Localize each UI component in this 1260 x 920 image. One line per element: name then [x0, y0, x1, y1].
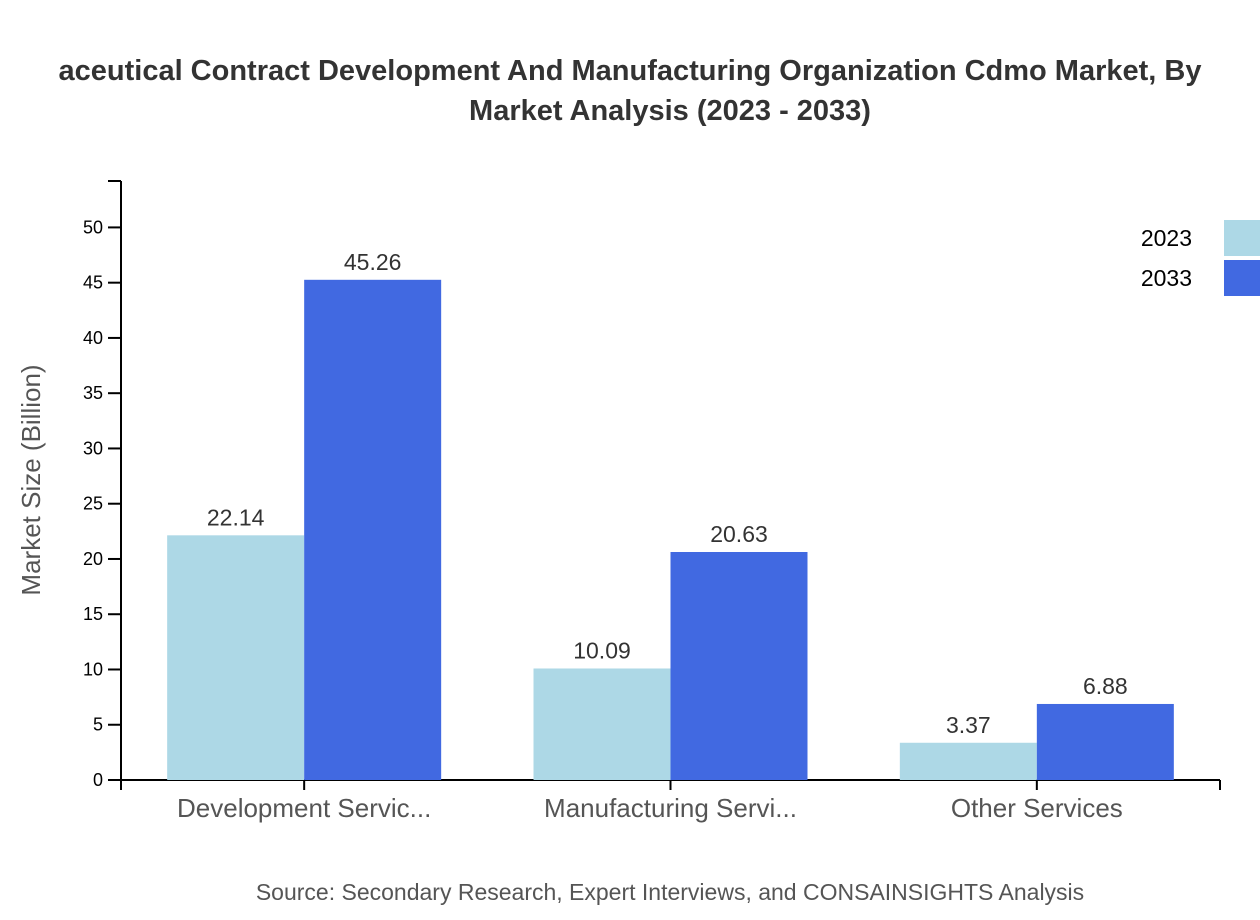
x-tick-label: Development Servic...: [177, 793, 431, 823]
bar-2023: [533, 668, 671, 780]
legend-label: 2023: [1141, 225, 1192, 251]
y-tick-label: 10: [83, 659, 103, 679]
legend-swatch: [1224, 260, 1260, 296]
chart-title-line-1: aceutical Contract Development And Manuf…: [59, 55, 1202, 87]
y-tick-label: 50: [83, 217, 103, 237]
bar-2033: [670, 552, 808, 780]
legend-swatch: [1224, 220, 1260, 256]
data-label: 6.88: [1083, 673, 1128, 699]
bar-2023: [167, 535, 305, 780]
data-label: 3.37: [946, 712, 991, 738]
data-label: 10.09: [573, 637, 631, 663]
y-tick-label: 35: [83, 383, 103, 403]
source-note: Source: Secondary Research, Expert Inter…: [256, 879, 1084, 905]
y-tick-label: 40: [83, 328, 103, 348]
y-tick-label: 15: [83, 604, 103, 624]
y-tick-label: 20: [83, 549, 103, 569]
data-label: 22.14: [207, 504, 265, 530]
bar-2033: [304, 279, 442, 780]
y-tick-label: 25: [83, 494, 103, 514]
data-label: 45.26: [344, 249, 402, 275]
data-label: 20.63: [710, 521, 768, 547]
x-tick-label: Other Services: [951, 793, 1123, 823]
y-tick-label: 30: [83, 438, 103, 458]
y-axis-label: Market Size (Billion): [16, 364, 46, 595]
y-tick-label: 0: [93, 770, 103, 790]
y-tick-label: 45: [83, 273, 103, 293]
bar-2023: [899, 742, 1037, 780]
legend-label: 2033: [1141, 265, 1192, 291]
chart-title-line-2: Market Analysis (2023 - 2033): [469, 95, 871, 127]
bar-2033: [1036, 703, 1174, 780]
x-tick-label: Manufacturing Servi...: [544, 793, 797, 823]
y-tick-label: 5: [93, 715, 103, 735]
